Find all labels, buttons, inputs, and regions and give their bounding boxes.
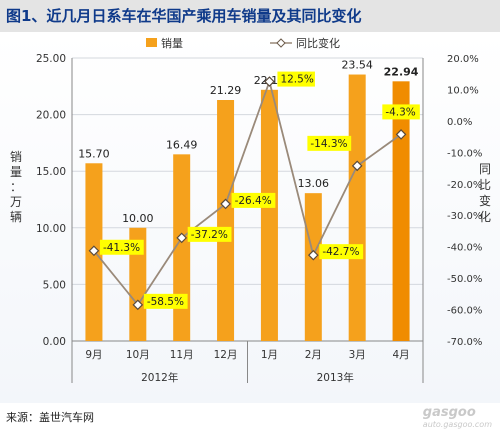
legend-swatch-sales bbox=[146, 38, 157, 47]
y2-tick-label: 10.0% bbox=[447, 85, 479, 96]
line-label-bg bbox=[277, 71, 315, 87]
bar-value-label: 10.00 bbox=[122, 212, 154, 225]
legend-label-sales: 销量 bbox=[161, 36, 183, 50]
line-label-bg bbox=[187, 226, 232, 242]
line-label-bg bbox=[307, 135, 352, 151]
watermark-subtext: auto.gasgoo.com bbox=[422, 420, 492, 429]
x-tick-label: 4月 bbox=[392, 349, 409, 361]
y2-tick-label: 0.0% bbox=[447, 117, 472, 128]
x-group-label: 2013年 bbox=[317, 371, 354, 384]
x-tick-label: 10月 bbox=[126, 349, 150, 361]
line-marker-yoy bbox=[395, 129, 407, 140]
bar-sales bbox=[304, 193, 322, 341]
legend-label-yoy: 同比变化 bbox=[296, 36, 340, 50]
line-value-label: -58.5% bbox=[147, 296, 184, 308]
chart-area: 销量 同比变化 0.00 5.00 10.00 15.00 20.00 25.00 -70.0%… bbox=[0, 33, 500, 403]
legend-marker-yoy bbox=[276, 38, 286, 48]
line-value-label: 12.5% bbox=[280, 74, 313, 86]
bar-value-label: 13.06 bbox=[298, 177, 330, 190]
y2-tick-label: -20.0% bbox=[447, 180, 482, 191]
y2-tick-label: -40.0% bbox=[447, 243, 482, 254]
y-tick-label: 15.00 bbox=[36, 166, 66, 178]
x-tick-label: 9月 bbox=[85, 349, 102, 361]
line-marker-yoy bbox=[220, 198, 231, 210]
y2-axis-label: 化 bbox=[479, 210, 491, 224]
y2-tick-label: -70.0% bbox=[447, 337, 482, 348]
y-axis-label: 销 bbox=[10, 150, 22, 164]
line-marker-yoy bbox=[88, 245, 100, 257]
line-label-bg bbox=[231, 192, 276, 208]
line-value-label: -14.3% bbox=[310, 138, 347, 150]
y2-tick-label: 20.0% bbox=[447, 54, 479, 65]
bar-sales bbox=[260, 89, 278, 341]
watermark-text: gasgoo bbox=[422, 405, 476, 420]
chart-title: 图1、近几月日系车在华国产乘用车销量及其同比变化 bbox=[0, 0, 500, 32]
x-tick-label: 11月 bbox=[170, 349, 194, 361]
watermark-logo: gasgoo auto.gasgoo.com bbox=[423, 405, 492, 429]
y-tick-label: 5.00 bbox=[43, 279, 66, 291]
line-marker-yoy bbox=[351, 160, 363, 172]
y-axis-label: 量 bbox=[10, 165, 22, 179]
y-tick-label: 0.00 bbox=[43, 336, 66, 348]
bar-sales bbox=[217, 99, 235, 342]
line-value-label: -26.4% bbox=[235, 195, 272, 207]
line-value-label: -37.2% bbox=[191, 229, 228, 241]
bar-sales bbox=[129, 227, 147, 341]
y-tick-label: 25.00 bbox=[36, 53, 66, 65]
x-tick-label: 12月 bbox=[214, 349, 238, 361]
bar-value-label: 22.94 bbox=[384, 65, 419, 78]
y2-axis-label: 比 bbox=[479, 178, 491, 192]
y-axis-label: 万 bbox=[10, 195, 22, 209]
y-axis-label: ： bbox=[10, 180, 22, 194]
x-tick-label: 2月 bbox=[305, 349, 322, 361]
line-label-bg bbox=[319, 244, 364, 260]
x-group-label: 2012年 bbox=[141, 371, 178, 384]
bar-value-label: 21.29 bbox=[210, 84, 242, 97]
line-label-bg bbox=[143, 293, 188, 309]
bar-sales bbox=[348, 74, 366, 342]
line-marker-yoy bbox=[307, 249, 319, 261]
x-tick-label: 3月 bbox=[349, 349, 366, 361]
y2-tick-label: -30.0% bbox=[447, 211, 482, 222]
line-yoy bbox=[93, 78, 402, 307]
bar-value-label: 15.70 bbox=[78, 147, 110, 160]
bar-sales bbox=[392, 81, 410, 341]
line-marker-yoy bbox=[176, 232, 188, 244]
footer: 来源：盖世汽车网 gasgoo auto.gasgoo.com bbox=[0, 403, 500, 432]
line-value-label: -42.7% bbox=[322, 246, 359, 258]
bar-value-label: 16.49 bbox=[166, 138, 198, 151]
line-marker-yoy bbox=[132, 299, 144, 311]
x-tick-label: 1月 bbox=[261, 349, 278, 361]
chart-svg: 销量 同比变化0.005.0010.0015.0020.0025.00-70.0%… bbox=[10, 36, 491, 384]
source-note: 来源：盖世汽车网 bbox=[6, 411, 94, 424]
y-tick-label: 20.00 bbox=[36, 110, 66, 122]
y2-tick-label: -10.0% bbox=[447, 148, 482, 159]
bar-value-label: 23.54 bbox=[341, 59, 373, 72]
y2-axis-label: 变 bbox=[479, 193, 491, 208]
y2-axis-label: 同 bbox=[479, 162, 491, 176]
line-value-label: -41.3% bbox=[103, 242, 140, 254]
line-value-label: -4.3% bbox=[385, 106, 415, 118]
y-axis-label: 辆 bbox=[10, 210, 22, 224]
line-label-bg bbox=[99, 239, 144, 255]
line-label-bg bbox=[382, 104, 420, 120]
y2-tick-label: -50.0% bbox=[447, 274, 482, 285]
y-tick-label: 10.00 bbox=[36, 223, 66, 235]
line-marker-yoy bbox=[264, 76, 275, 87]
y2-tick-label: -60.0% bbox=[447, 306, 482, 317]
